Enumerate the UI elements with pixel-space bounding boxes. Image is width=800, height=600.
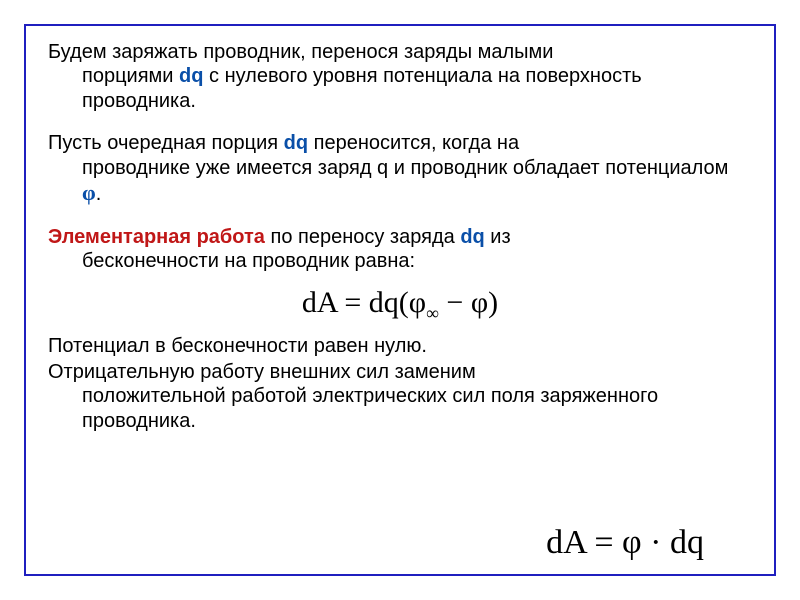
- p3-cont: бесконечности на проводник равна:: [48, 249, 752, 273]
- slide-frame: Будем заряжать проводник, перенося заряд…: [24, 24, 776, 576]
- f2-phi: φ: [622, 524, 642, 561]
- p2-a: Пусть очередная порция: [48, 132, 284, 154]
- formula-1: dA = dq(φ∞ − φ): [48, 286, 752, 324]
- f1-dA: dA: [302, 286, 337, 319]
- red-term: Элементарная работа: [48, 226, 265, 248]
- p5-b: положительной работой электрических сил …: [82, 385, 658, 431]
- f1-phi: φ: [409, 286, 426, 319]
- p5-a: Отрицательную работу внешних сил заменим: [48, 361, 476, 383]
- paragraph-4: Потенциал в бесконечности равен нулю.: [48, 334, 752, 358]
- f1-close: ): [488, 286, 498, 319]
- dq-symbol: dq: [179, 65, 203, 87]
- f1-phi2: φ: [471, 286, 488, 319]
- p2-cont: проводнике уже имеется заряд q и проводн…: [48, 156, 752, 207]
- p3-c: бесконечности на проводник равна:: [82, 250, 415, 272]
- f1-inf: ∞: [426, 303, 439, 323]
- f2-eq: =: [586, 524, 622, 561]
- p1-cont: порциями dq с нулевого уровня потенциала…: [48, 64, 752, 113]
- p2-b: переносится, когда на: [308, 132, 519, 154]
- p2-c: проводнике уже имеется заряд q и проводн…: [82, 157, 728, 179]
- paragraph-2: Пусть очередная порция dq переносится, к…: [48, 131, 752, 207]
- f2-dot: ·: [642, 524, 670, 561]
- p3-a: по переносу заряда: [265, 226, 460, 248]
- f2-dA: dA: [546, 524, 586, 561]
- paragraph-3: Элементарная работа по переносу заряда d…: [48, 225, 752, 274]
- dq-symbol: dq: [460, 226, 484, 248]
- f1-eq: =: [337, 286, 369, 319]
- dq-symbol: dq: [284, 132, 308, 154]
- p1-line1: Будем заряжать проводник, перенося заряд…: [48, 41, 553, 63]
- f1-open: (: [399, 286, 409, 319]
- paragraph-1: Будем заряжать проводник, перенося заряд…: [48, 40, 752, 113]
- f1-dq: dq: [369, 286, 399, 319]
- p5-cont: положительной работой электрических сил …: [48, 384, 752, 433]
- f2-dq: dq: [670, 524, 704, 561]
- p3-b: из: [485, 226, 511, 248]
- p1-b: порциями: [82, 65, 179, 87]
- formula-2: dA = φ · dq: [546, 524, 704, 562]
- p2-d: .: [96, 183, 102, 205]
- paragraph-5: Отрицательную работу внешних сил заменим…: [48, 360, 752, 433]
- f1-minus: −: [439, 286, 471, 319]
- p4-a: Потенциал в бесконечности равен нулю.: [48, 335, 427, 357]
- phi-symbol: φ: [82, 180, 96, 205]
